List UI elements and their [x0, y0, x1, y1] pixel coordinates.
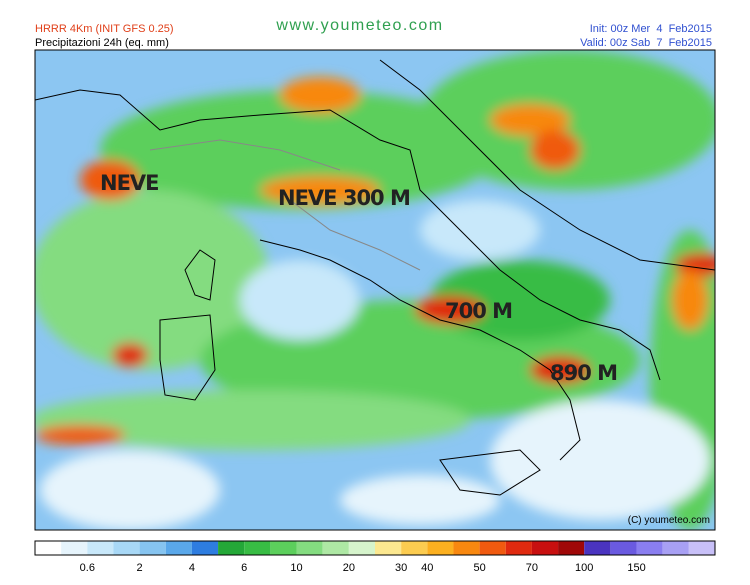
legend-label: 0.6	[80, 562, 95, 574]
legend-label: 50	[473, 562, 485, 574]
legend-label: 20	[343, 562, 355, 574]
legend-swatch	[531, 541, 559, 555]
annotation: NEVE	[100, 171, 159, 195]
legend-swatch	[453, 541, 480, 555]
legend-swatch	[87, 541, 114, 555]
annotation: NEVE 300 M	[278, 186, 410, 210]
variable-label: Precipitazioni 24h (eq. mm)	[35, 37, 169, 49]
legend-swatch	[113, 541, 140, 555]
legend-label: 150	[627, 562, 645, 574]
legend-swatch	[375, 541, 402, 555]
legend-swatch	[636, 541, 663, 555]
legend-swatch	[662, 541, 689, 555]
legend-swatch	[296, 541, 323, 555]
legend-label: 10	[290, 562, 302, 574]
init-label: Init: 00z Mer 4 Feb2015	[590, 23, 712, 35]
legend-swatch	[479, 541, 506, 555]
legend-label: 6	[241, 562, 247, 574]
legend-label: 30	[395, 562, 407, 574]
legend-swatch	[244, 541, 271, 555]
credit: (C) youmeteo.com	[628, 515, 710, 526]
legend-swatch	[165, 541, 192, 555]
legend-swatch	[270, 541, 297, 555]
legend-swatch	[191, 541, 219, 555]
legend-label: 2	[137, 562, 143, 574]
legend-label: 40	[421, 562, 433, 574]
legend-swatch	[348, 541, 375, 555]
legend-swatch	[61, 541, 88, 555]
color-legend: 0.6 2 4 6 10 20 30 40 50 70 100 150	[34, 540, 716, 574]
legend-swatch	[610, 541, 637, 555]
legend-swatch	[505, 541, 532, 555]
map-frame	[34, 49, 716, 531]
legend-swatch	[218, 541, 245, 555]
legend-swatch	[322, 541, 349, 555]
model-label: HRRR 4Km (INIT GFS 0.25)	[35, 23, 174, 35]
precipitation-map	[35, 50, 715, 530]
legend-swatch	[427, 541, 454, 555]
legend-swatch	[139, 541, 166, 555]
legend-swatch	[35, 541, 62, 555]
legend-swatch	[558, 541, 585, 555]
legend-label: 70	[526, 562, 538, 574]
legend-swatch	[401, 541, 428, 555]
legend-frame	[34, 540, 716, 556]
legend-swatch	[584, 541, 611, 555]
valid-label: Valid: 00z Sab 7 Feb2015	[580, 37, 712, 49]
legend-swatch	[688, 541, 715, 555]
site-label: www.youmeteo.com	[275, 17, 443, 34]
annotation: 890 M	[550, 361, 617, 385]
legend-label: 100	[575, 562, 593, 574]
legend-label: 4	[189, 562, 195, 574]
annotation: 700 M	[445, 299, 512, 323]
